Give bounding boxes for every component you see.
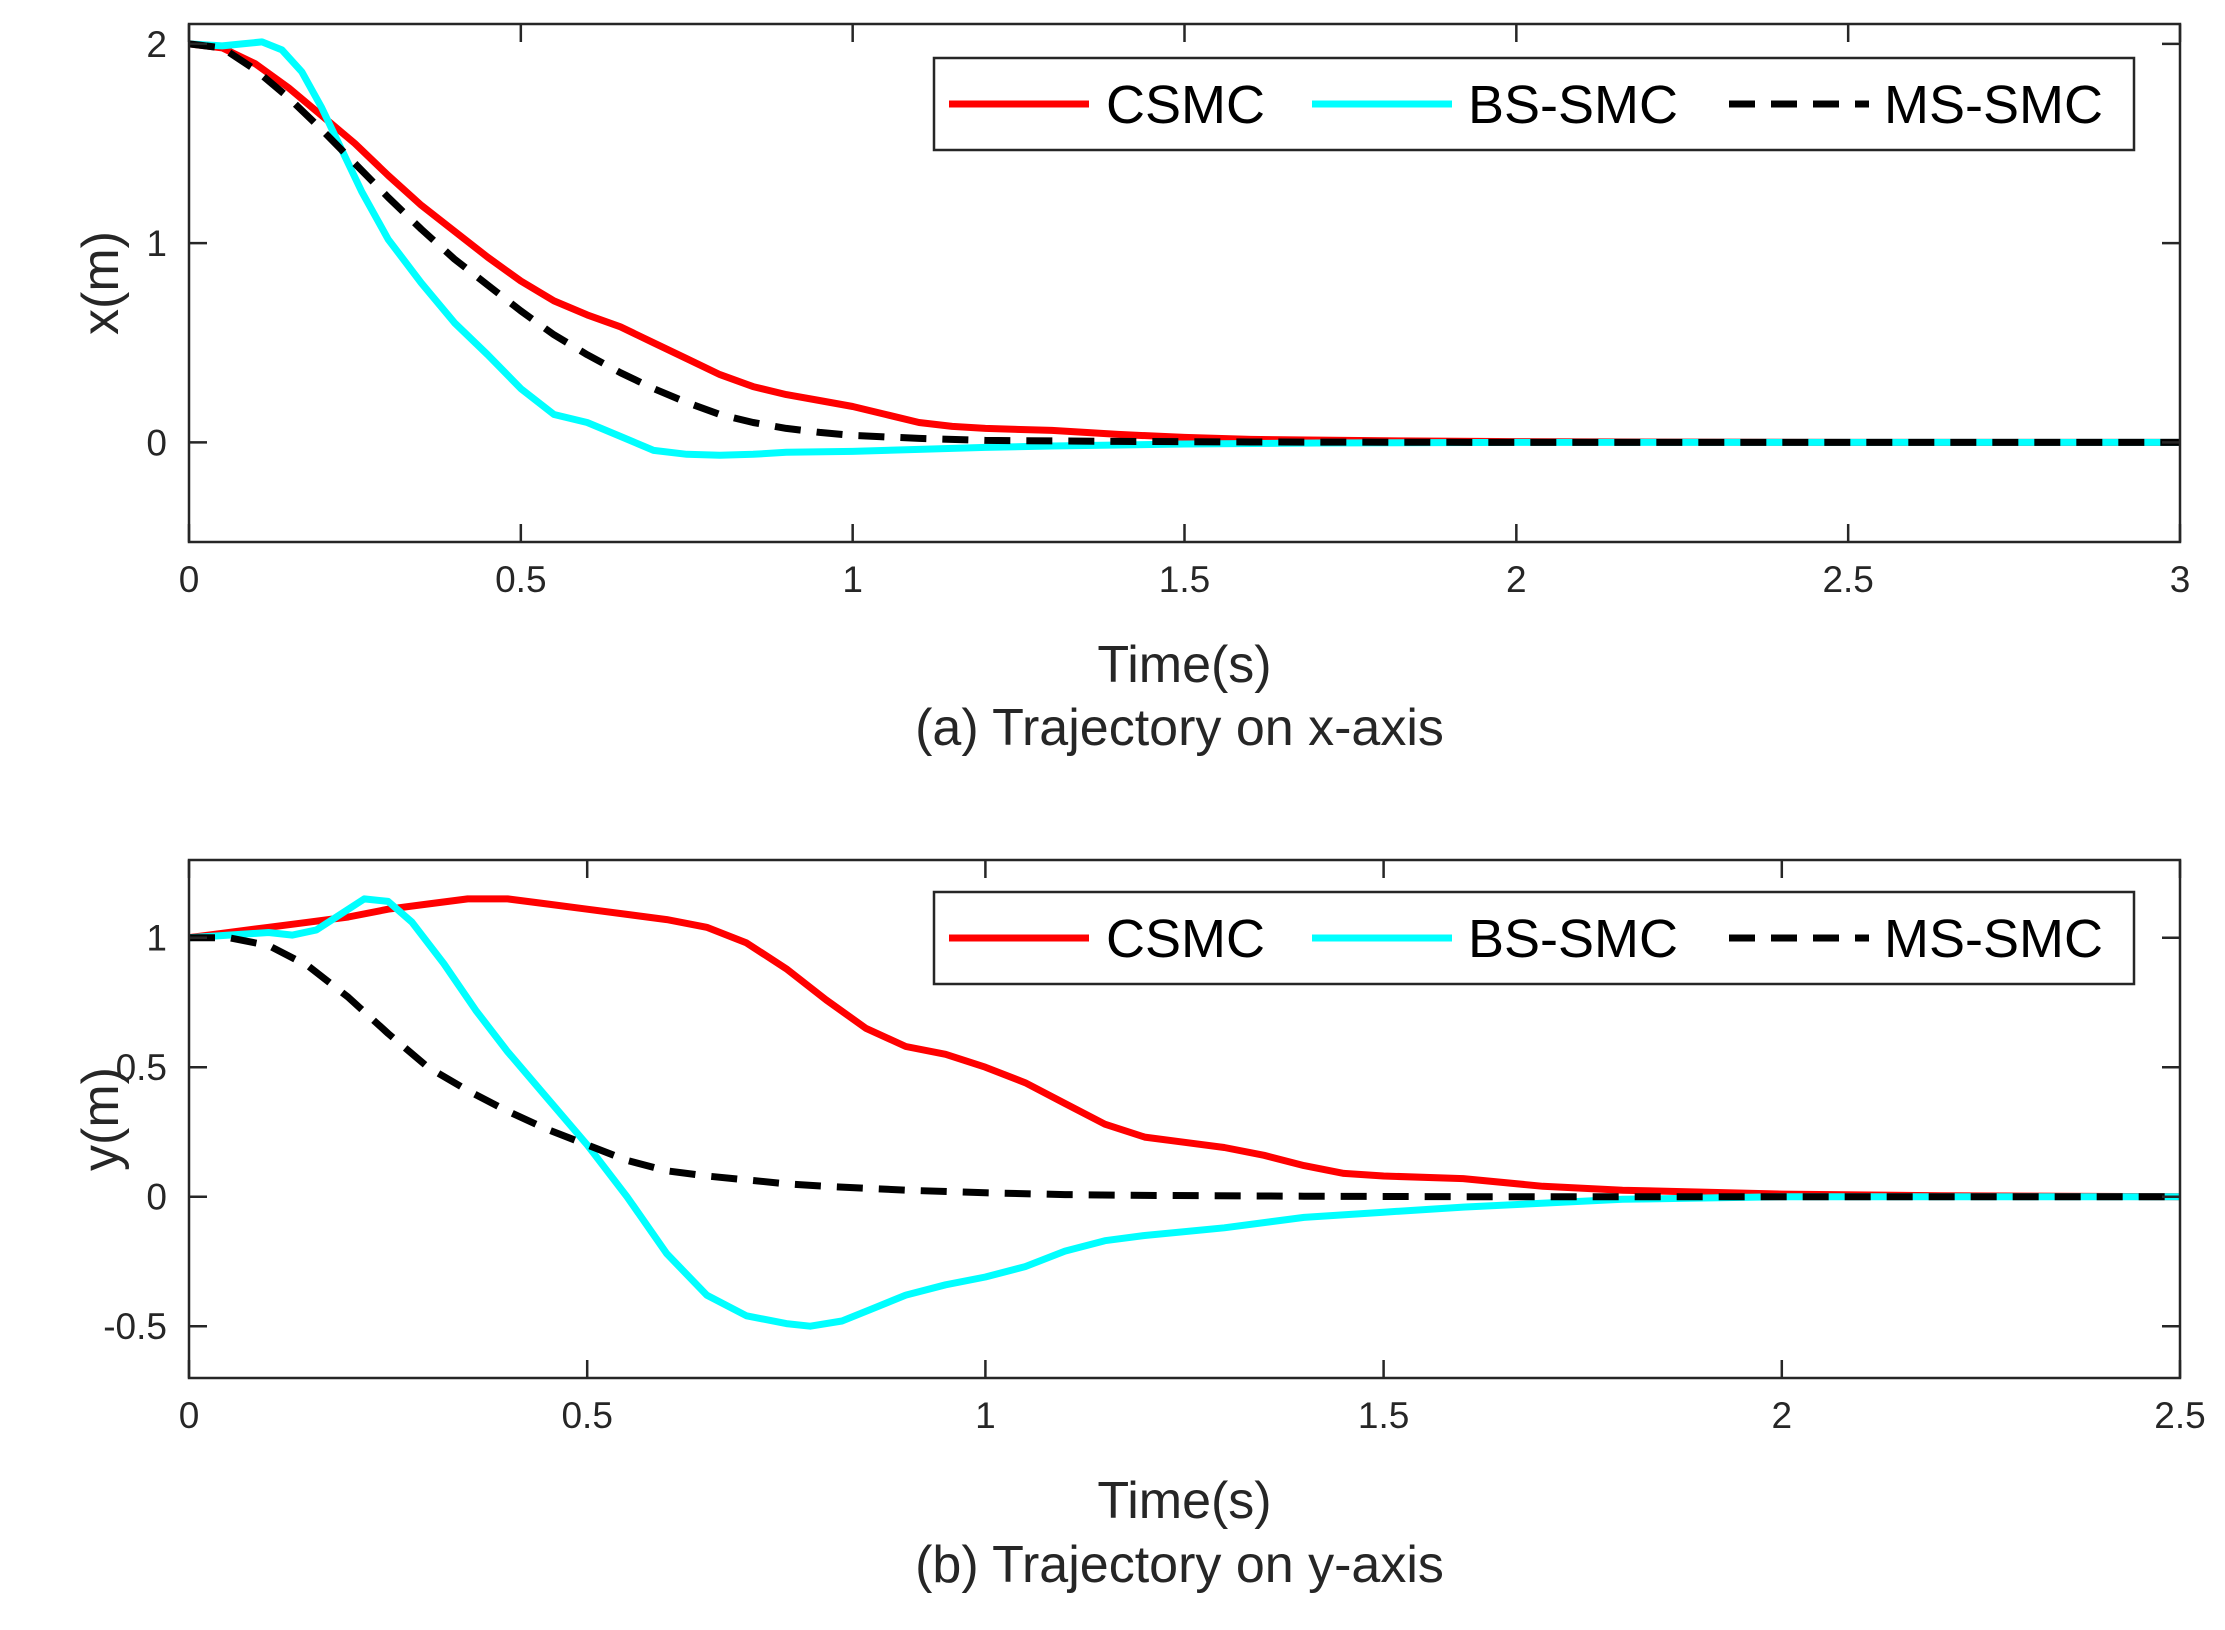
- y-tick-label: -0.5: [103, 1306, 167, 1347]
- legend-label-bs-smc: BS-SMC: [1468, 75, 1678, 135]
- panel-x-trajectory: 0 0.5 1 1.5 2 2.5 3 0 1 2 Time(s) x(m) (a) Trajec…: [72, 22, 2190, 757]
- legend-box: [932, 56, 2136, 152]
- ticks-y-panel: 0 0.5 1 1.5 2 2.5 -0.5 0 0.5 1: [103, 860, 2206, 1436]
- y-tick-label: 1: [146, 223, 167, 264]
- x-tick-label: 3: [2170, 559, 2191, 600]
- x-tick-label: 1: [975, 1395, 996, 1436]
- x-tick-label: 2: [1506, 559, 1527, 600]
- legend-box: [932, 890, 2136, 986]
- caption-panel-b: (b) Trajectory on y-axis: [915, 1536, 1444, 1594]
- ticks-x-panel: 0 0.5 1 1.5 2 2.5 3 0 1 2: [146, 24, 2190, 600]
- x-tick-label: 2: [1772, 1395, 1793, 1436]
- legend-label-bs-smc: BS-SMC: [1468, 909, 1678, 969]
- x-tick-label: 1.5: [1358, 1395, 1409, 1436]
- series-layer-y: [189, 895, 2180, 1330]
- series-line-bs-smc: [189, 38, 2180, 459]
- y-tick-label: 0: [146, 1177, 167, 1218]
- legend-panel-b: CSMC BS-SMC MS-SMC: [932, 890, 2136, 986]
- y-tick-label: 1: [146, 918, 167, 959]
- y-tick-label: 2: [146, 24, 167, 65]
- series-line-ms-smc: [189, 40, 2180, 446]
- x-tick-label: 0: [179, 1395, 200, 1436]
- caption-panel-a: (a) Trajectory on x-axis: [915, 699, 1444, 757]
- legend-label-ms-smc: MS-SMC: [1884, 75, 2103, 135]
- y-axis-label-panel-b: y(m): [72, 1067, 130, 1171]
- x-tick-label: 2.5: [1822, 559, 1873, 600]
- plot-frame-y: [187, 858, 2182, 1380]
- y-tick-label: 0: [146, 422, 167, 463]
- x-tick-label: 1.5: [1159, 559, 1210, 600]
- series-layer-x: [189, 38, 2180, 459]
- y-axis-label-panel-a: x(m): [72, 231, 130, 335]
- series-line-bs-smc: [189, 895, 2180, 1330]
- x-tick-label: 0: [179, 559, 200, 600]
- x-axis-label-panel-b: Time(s): [1097, 1472, 1271, 1530]
- x-axis-label-panel-a: Time(s): [1097, 636, 1271, 694]
- legend-panel-a: CSMC BS-SMC MS-SMC: [932, 56, 2136, 152]
- x-tick-label: 2.5: [2154, 1395, 2205, 1436]
- x-tick-label: 0.5: [561, 1395, 612, 1436]
- x-tick-label: 0.5: [495, 559, 546, 600]
- legend-label-csmc: CSMC: [1106, 909, 1265, 969]
- series-line-ms-smc: [189, 934, 2180, 1201]
- series-line-csmc: [189, 895, 2180, 1201]
- legend-label-csmc: CSMC: [1106, 75, 1265, 135]
- x-tick-label: 1: [842, 559, 863, 600]
- y-tick-label: 0.5: [116, 1047, 167, 1088]
- panel-y-trajectory: 0 0.5 1 1.5 2 2.5 -0.5 0 0.5 1 Time(s) y(m) (b) T…: [72, 858, 2206, 1594]
- legend-label-ms-smc: MS-SMC: [1884, 909, 2103, 969]
